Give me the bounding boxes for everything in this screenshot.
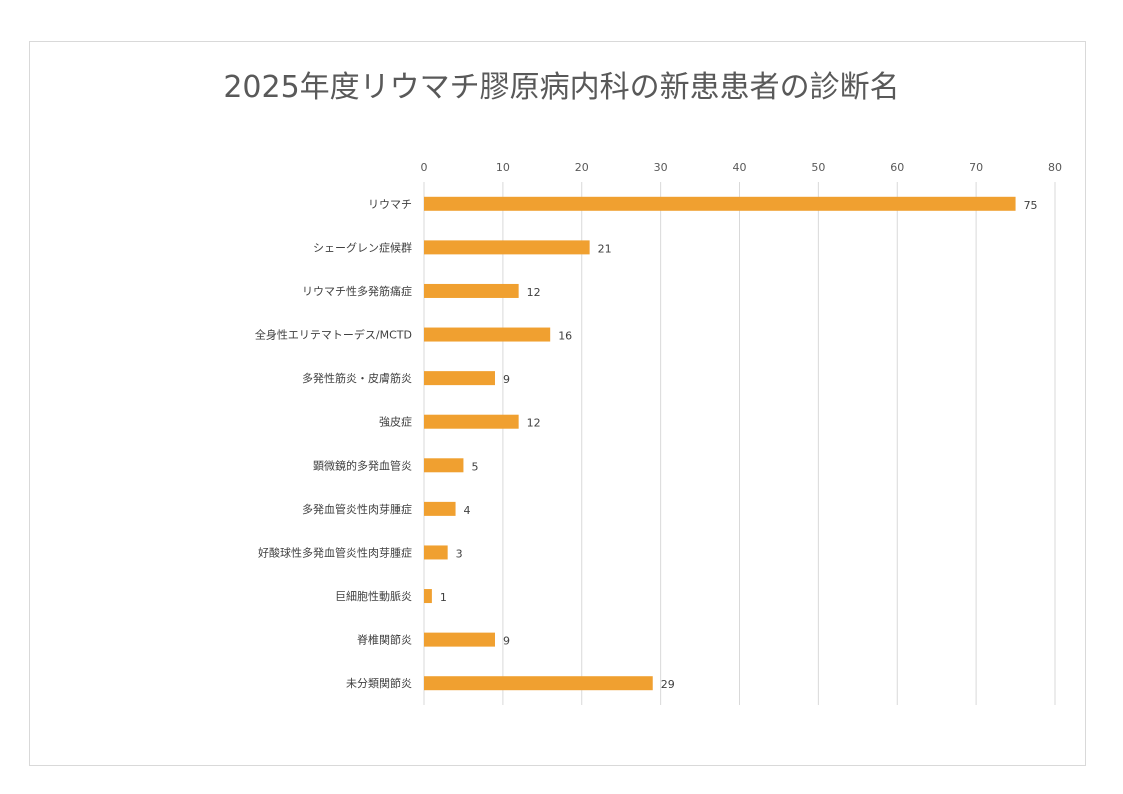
category-label: 多発血管炎性肉芽腫症 — [302, 502, 412, 516]
category-label: シェーグレン症候群 — [313, 240, 412, 254]
bar — [424, 501, 456, 516]
data-label: 16 — [558, 330, 572, 343]
bar — [424, 283, 519, 298]
data-label: 29 — [661, 678, 675, 691]
x-tick-label: 20 — [575, 161, 589, 174]
data-label: 21 — [598, 242, 612, 255]
data-label: 4 — [464, 504, 471, 517]
category-label: リウマチ — [368, 198, 412, 211]
bar — [424, 240, 590, 255]
bar — [424, 196, 1016, 211]
category-label: 巨細胞性動脈炎 — [335, 589, 412, 603]
chart-frame — [29, 41, 1086, 766]
category-label: 強皮症 — [379, 415, 412, 429]
bar — [424, 371, 495, 386]
category-label: 顕微鏡的多発血管炎 — [313, 458, 412, 472]
bar — [424, 676, 653, 691]
data-label: 12 — [527, 286, 541, 299]
data-label: 75 — [1024, 199, 1038, 212]
bar — [424, 545, 448, 560]
data-label: 5 — [471, 460, 478, 473]
data-label: 12 — [527, 417, 541, 430]
chart-title: 2025年度リウマチ膠原病内科の新患患者の診断名 — [223, 70, 900, 105]
x-tick-label: 10 — [496, 161, 510, 174]
data-label: 1 — [440, 591, 447, 604]
category-label: 脊椎関節炎 — [357, 633, 412, 647]
data-label: 9 — [503, 635, 510, 648]
category-label: 未分類関節炎 — [346, 676, 412, 690]
x-tick-label: 40 — [733, 161, 747, 174]
category-label: 全身性エリテマトーデス/MCTD — [255, 328, 412, 342]
x-tick-label: 80 — [1048, 161, 1062, 174]
bar — [424, 414, 519, 429]
x-tick-label: 60 — [890, 161, 904, 174]
category-label: リウマチ性多発筋痛症 — [302, 284, 412, 298]
x-tick-label: 50 — [811, 161, 825, 174]
x-tick-label: 70 — [969, 161, 983, 174]
category-label: 多発性筋炎・皮膚筋炎 — [302, 371, 412, 385]
bar — [424, 589, 432, 604]
bar — [424, 327, 551, 342]
bar — [424, 632, 495, 647]
data-label: 3 — [456, 547, 463, 560]
x-tick-label: 0 — [421, 161, 428, 174]
x-tick-label: 30 — [654, 161, 668, 174]
bar — [424, 458, 464, 473]
data-label: 9 — [503, 373, 510, 386]
category-label: 好酸球性多発血管炎性肉芽腫症 — [258, 545, 412, 559]
